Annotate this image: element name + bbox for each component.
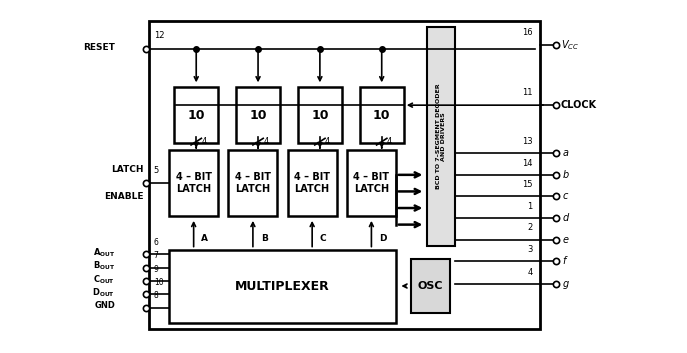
Text: 4: 4 bbox=[387, 137, 392, 146]
Text: e: e bbox=[563, 234, 568, 245]
Text: 4: 4 bbox=[201, 137, 207, 146]
Bar bbox=[236, 87, 280, 143]
Text: 14: 14 bbox=[522, 158, 532, 168]
Text: 4: 4 bbox=[263, 137, 269, 146]
Text: 4: 4 bbox=[527, 268, 532, 277]
Bar bbox=[288, 150, 337, 216]
Bar bbox=[148, 20, 540, 329]
Text: f: f bbox=[563, 256, 565, 266]
Text: 10: 10 bbox=[154, 278, 164, 287]
Bar bbox=[347, 150, 396, 216]
Text: a: a bbox=[563, 148, 568, 158]
Text: 11: 11 bbox=[522, 88, 532, 97]
Text: C: C bbox=[320, 234, 326, 243]
Text: c: c bbox=[563, 191, 567, 202]
Text: 2: 2 bbox=[527, 223, 532, 232]
Text: 15: 15 bbox=[522, 180, 532, 189]
Text: 4: 4 bbox=[325, 137, 330, 146]
Bar bbox=[427, 27, 455, 246]
Bar bbox=[228, 150, 278, 216]
Text: B: B bbox=[260, 234, 267, 243]
Text: 4 – BIT
LATCH: 4 – BIT LATCH bbox=[353, 172, 390, 194]
Text: 10: 10 bbox=[373, 109, 390, 122]
Bar bbox=[169, 250, 396, 323]
Text: d: d bbox=[563, 213, 569, 223]
Text: A: A bbox=[201, 234, 208, 243]
Bar bbox=[412, 259, 450, 312]
Text: $\mathbf{C}$$_{\mathbf{OUT}}$: $\mathbf{C}$$_{\mathbf{OUT}}$ bbox=[93, 273, 115, 286]
Text: BCD TO 7–SEGMENT DECODER
AND DRIVERS: BCD TO 7–SEGMENT DECODER AND DRIVERS bbox=[436, 84, 447, 190]
Text: 16: 16 bbox=[522, 28, 532, 37]
Bar bbox=[174, 87, 218, 143]
Text: $\mathbf{D}$$_{\mathbf{OUT}}$: $\mathbf{D}$$_{\mathbf{OUT}}$ bbox=[92, 286, 115, 299]
Text: 5: 5 bbox=[154, 166, 159, 175]
Text: b: b bbox=[563, 170, 569, 180]
Text: 10: 10 bbox=[188, 109, 205, 122]
Text: 8: 8 bbox=[154, 291, 159, 300]
Text: 9: 9 bbox=[154, 265, 159, 274]
Text: 12: 12 bbox=[154, 31, 164, 41]
Text: $\mathbf{A}$$_{\mathbf{OUT}}$: $\mathbf{A}$$_{\mathbf{OUT}}$ bbox=[93, 246, 115, 259]
Text: $\mathbf{B}$$_{\mathbf{OUT}}$: $\mathbf{B}$$_{\mathbf{OUT}}$ bbox=[93, 260, 115, 273]
Text: 10: 10 bbox=[311, 109, 328, 122]
Text: 6: 6 bbox=[154, 238, 159, 247]
Text: ENABLE: ENABLE bbox=[104, 192, 144, 201]
Text: g: g bbox=[563, 279, 569, 289]
Text: 4 – BIT
LATCH: 4 – BIT LATCH bbox=[235, 172, 271, 194]
Text: OSC: OSC bbox=[418, 281, 443, 291]
Text: 13: 13 bbox=[522, 137, 532, 146]
Text: 3: 3 bbox=[527, 245, 532, 254]
Bar bbox=[360, 87, 404, 143]
Text: 4 – BIT
LATCH: 4 – BIT LATCH bbox=[176, 172, 212, 194]
Text: MULTIPLEXER: MULTIPLEXER bbox=[235, 280, 330, 293]
Bar bbox=[298, 87, 342, 143]
Text: GND: GND bbox=[94, 301, 115, 310]
Text: 4 – BIT
LATCH: 4 – BIT LATCH bbox=[294, 172, 330, 194]
Text: 1: 1 bbox=[527, 202, 532, 211]
Text: RESET: RESET bbox=[83, 43, 115, 52]
Text: CLOCK: CLOCK bbox=[561, 100, 597, 110]
Bar bbox=[169, 150, 218, 216]
Text: $V_{CC}$: $V_{CC}$ bbox=[561, 38, 579, 52]
Text: LATCH: LATCH bbox=[111, 165, 144, 174]
Text: 10: 10 bbox=[249, 109, 267, 122]
Text: D: D bbox=[379, 234, 387, 243]
Text: 7: 7 bbox=[154, 251, 159, 261]
